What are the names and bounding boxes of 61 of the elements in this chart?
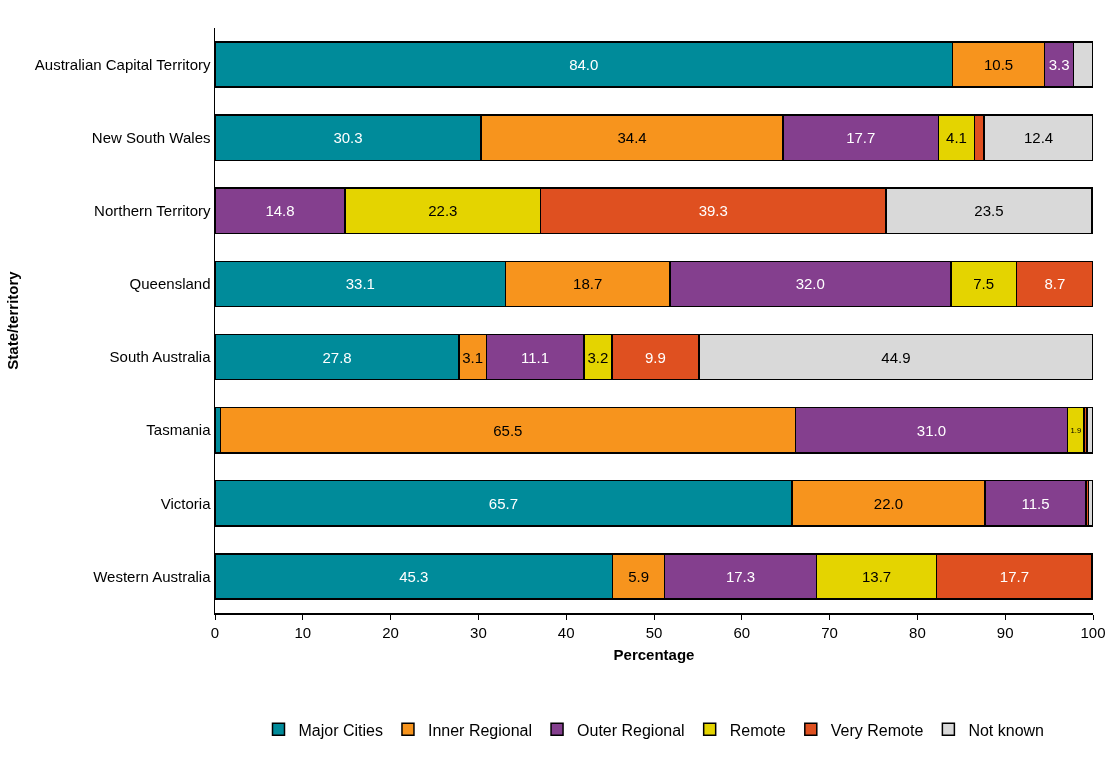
legend-label: Very Remote (830, 721, 924, 739)
data-label: 12.4 (1023, 129, 1054, 147)
data-label: 65.5 (493, 421, 523, 439)
data-label: 39.3 (698, 202, 728, 220)
data-label: 10.5 (984, 56, 1014, 74)
data-label: 7.5 (973, 275, 995, 293)
x-tick-label: 40 (557, 623, 575, 641)
data-label: 13.7 (861, 567, 892, 585)
x-tick-label: 20 (382, 623, 399, 641)
data-label: 4.1 (946, 129, 967, 147)
data-label: 65.7 (488, 494, 519, 512)
y-tick-label: Northern Territory (94, 202, 211, 220)
data-label: 22.3 (428, 202, 458, 220)
x-tick-label: 10 (294, 623, 312, 641)
data-label: 8.7 (1044, 275, 1066, 293)
y-axis-title: State/territory (4, 270, 22, 370)
x-tick-label: 100 (1080, 623, 1106, 641)
data-label: 30.3 (333, 129, 363, 147)
data-label: 17.3 (725, 567, 756, 585)
x-tick-label: 90 (996, 623, 1014, 641)
data-label: 9.9 (644, 348, 666, 366)
data-label: 32.0 (795, 275, 825, 293)
data-label: 11.1 (520, 348, 550, 366)
x-tick-label: 70 (821, 623, 838, 641)
x-tick-label: 60 (733, 623, 751, 641)
data-label: 3.3 (1048, 56, 1070, 74)
x-tick-label: 50 (645, 623, 663, 641)
y-tick-label: South Australia (109, 348, 212, 366)
legend-label: Major Cities (298, 721, 383, 739)
data-label: 5.9 (628, 567, 650, 585)
data-label: 31.0 (916, 421, 947, 439)
x-axis-title: Percentage (613, 646, 695, 664)
bar (1086, 406, 1093, 454)
legend-label: Outer Regional (577, 721, 685, 739)
data-label: 3.2 (587, 348, 609, 366)
x-tick-label: 0 (210, 623, 220, 641)
data-label: 11.5 (1021, 494, 1050, 512)
data-label: 18.7 (573, 275, 603, 293)
y-tick-label: Tasmania (146, 421, 212, 439)
y-tick-label: Western Australia (93, 567, 212, 585)
x-tick-label: 30 (470, 623, 487, 641)
data-label: 44.9 (881, 348, 911, 366)
data-label: 33.1 (345, 275, 375, 293)
y-tick-label: Australian Capital Territory (34, 55, 211, 73)
y-tick-label: New South Wales (91, 128, 211, 146)
data-label: 17.7 (999, 567, 1030, 585)
data-label: 14.8 (265, 202, 295, 220)
data-label: 3.1 (462, 348, 484, 366)
data-label: 45.3 (399, 567, 429, 585)
legend-label: Remote (729, 721, 786, 739)
legend-label: Inner Regional (427, 721, 533, 739)
data-label: 23.5 (974, 202, 1004, 220)
legend-label: Not known (968, 721, 1044, 739)
data-label: 22.0 (873, 494, 904, 512)
data-label: 84.0 (569, 56, 599, 74)
y-tick-label: Queensland (129, 275, 211, 293)
data-label: 17.7 (846, 129, 876, 147)
data-label: 27.8 (322, 348, 352, 366)
data-label: 34.4 (617, 129, 647, 147)
x-tick-label: 80 (909, 623, 926, 641)
y-tick-label: Victoria (160, 494, 212, 512)
